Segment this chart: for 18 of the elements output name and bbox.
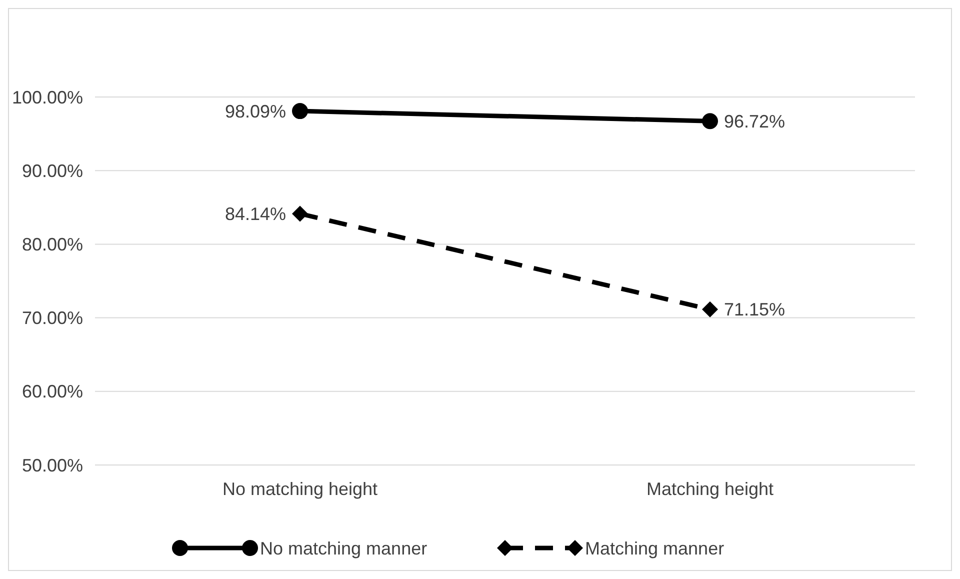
legend-label: Matching manner: [585, 538, 724, 558]
y-tick-label: 60.00%: [22, 382, 83, 402]
data-label: 84.14%: [224, 204, 286, 224]
data-label: 98.09%: [224, 101, 286, 122]
x-tick-label: No matching height: [222, 479, 378, 499]
point: [702, 113, 718, 130]
y-tick-label: 100.00%: [12, 87, 83, 108]
y-tick-label: 70.00%: [22, 308, 83, 328]
x-tick-label: Matching height: [646, 479, 774, 499]
y-tick-label: 50.00%: [22, 455, 83, 476]
point: [702, 301, 718, 318]
point: [292, 206, 308, 222]
data-label: 71.15%: [724, 300, 786, 320]
y-tick-label: 80.00%: [22, 234, 83, 254]
point: [292, 103, 308, 120]
data-label: 96.72%: [724, 111, 786, 132]
legend-label: No matching manner: [260, 538, 428, 558]
y-tick-label: 90.00%: [22, 160, 83, 181]
